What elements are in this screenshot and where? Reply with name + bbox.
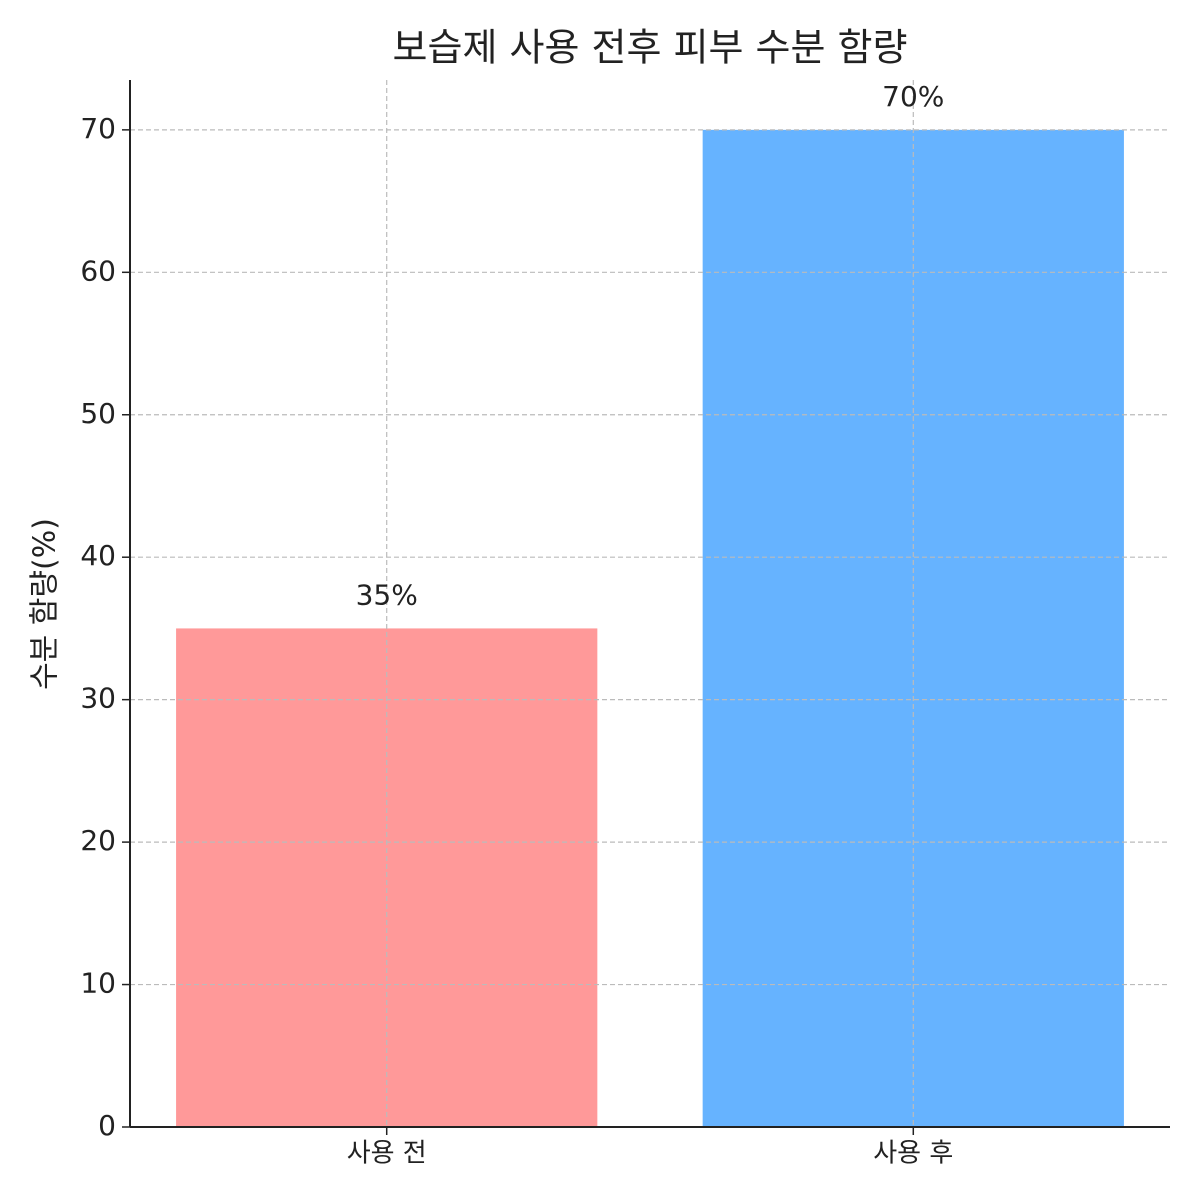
x-tick-label: 사용 전 bbox=[347, 1139, 427, 1169]
y-tick-label: 30 bbox=[80, 682, 116, 715]
y-tick-label: 20 bbox=[80, 824, 116, 857]
y-tick-label: 10 bbox=[80, 967, 116, 1000]
value-label: 35% bbox=[356, 578, 418, 611]
chart-title: 보습제 사용 전후 피부 수분 함량 bbox=[393, 26, 908, 70]
y-tick-label: 0 bbox=[98, 1109, 116, 1142]
y-axis-label: 수분 함량(%) bbox=[28, 518, 63, 690]
y-tick-label: 50 bbox=[80, 397, 116, 430]
value-label: 70% bbox=[882, 80, 944, 113]
y-tick-label: 40 bbox=[80, 539, 116, 572]
y-tick-label: 60 bbox=[80, 254, 116, 287]
y-tick-label: 70 bbox=[80, 112, 116, 145]
x-tick-label: 사용 후 bbox=[873, 1139, 953, 1169]
